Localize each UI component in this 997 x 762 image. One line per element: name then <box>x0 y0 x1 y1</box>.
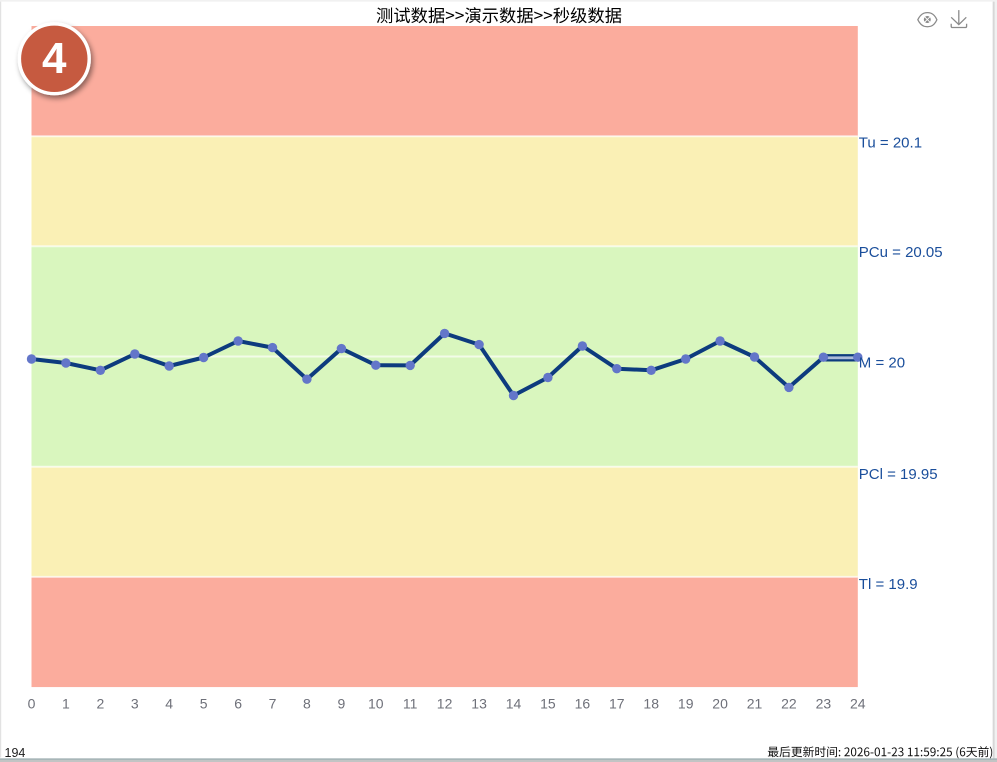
svg-text:M = 20: M = 20 <box>859 354 905 371</box>
svg-text:4: 4 <box>42 34 67 83</box>
svg-text:PCl = 19.95: PCl = 19.95 <box>859 466 938 483</box>
svg-text:Tu = 20.1: Tu = 20.1 <box>859 134 922 151</box>
svg-text:0: 0 <box>28 696 36 712</box>
svg-text:5: 5 <box>200 696 208 712</box>
svg-text:13: 13 <box>471 696 487 712</box>
svg-text:11: 11 <box>403 696 418 712</box>
svg-text:20: 20 <box>712 696 728 712</box>
svg-text:14: 14 <box>506 696 522 712</box>
svg-text:12: 12 <box>437 696 453 712</box>
svg-text:17: 17 <box>609 696 625 712</box>
svg-text:19: 19 <box>678 696 694 712</box>
svg-text:8: 8 <box>303 696 311 712</box>
svg-text:6: 6 <box>234 696 242 712</box>
svg-text:18: 18 <box>643 696 659 712</box>
svg-text:16: 16 <box>575 696 591 712</box>
svg-text:1: 1 <box>62 696 70 712</box>
svg-text:23: 23 <box>816 696 832 712</box>
svg-text:15: 15 <box>540 696 556 712</box>
svg-text:21: 21 <box>747 696 763 712</box>
svg-text:7: 7 <box>269 696 277 712</box>
svg-text:4: 4 <box>165 696 173 712</box>
svg-text:194: 194 <box>5 746 26 760</box>
svg-text:PCu = 20.05: PCu = 20.05 <box>859 244 943 261</box>
svg-text:Tl = 19.9: Tl = 19.9 <box>859 576 918 593</box>
svg-text:9: 9 <box>338 696 346 712</box>
svg-text:22: 22 <box>781 696 797 712</box>
svg-text:3: 3 <box>131 696 139 712</box>
svg-text:10: 10 <box>368 696 384 712</box>
svg-text:24: 24 <box>850 696 866 712</box>
svg-text:2: 2 <box>97 696 105 712</box>
